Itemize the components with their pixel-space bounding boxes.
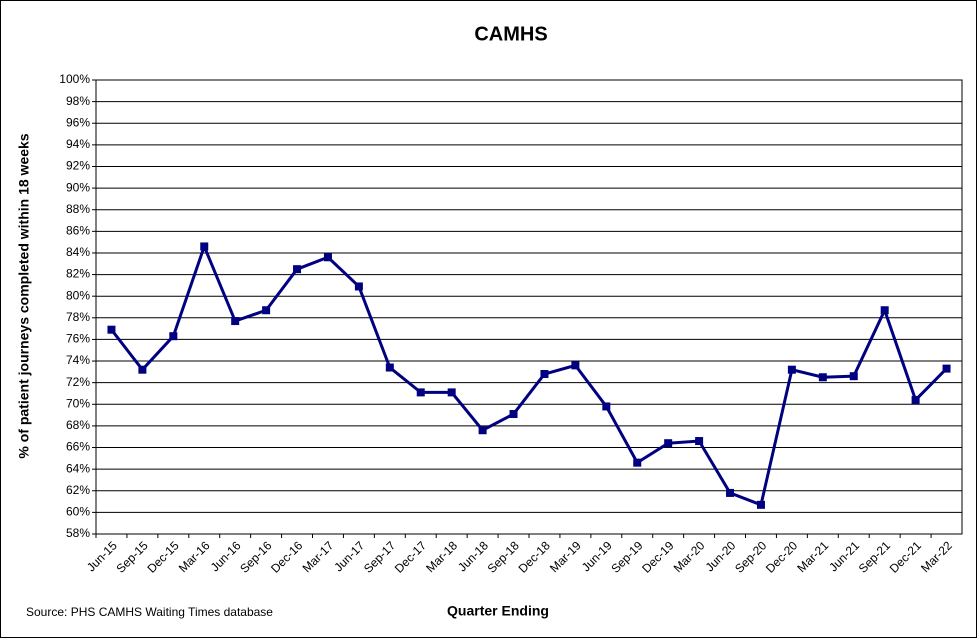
data-point bbox=[293, 265, 302, 274]
y-axis-title: % of patient journeys completed within 1… bbox=[16, 133, 32, 458]
y-tick-label: 70% bbox=[66, 396, 90, 410]
data-point bbox=[880, 306, 889, 315]
data-point bbox=[447, 388, 456, 397]
y-tick-label: 74% bbox=[66, 353, 90, 367]
data-point bbox=[787, 365, 796, 374]
data-point bbox=[726, 488, 735, 497]
y-tick-label: 62% bbox=[66, 483, 90, 497]
data-point bbox=[509, 410, 518, 419]
y-tick-label: 82% bbox=[66, 267, 90, 281]
data-point bbox=[169, 332, 178, 341]
y-tick-label: 72% bbox=[66, 375, 90, 389]
data-point bbox=[107, 325, 116, 334]
data-point bbox=[942, 364, 951, 373]
data-point bbox=[633, 458, 642, 467]
data-point bbox=[416, 388, 425, 397]
y-tick-label: 86% bbox=[66, 224, 90, 238]
data-point bbox=[231, 317, 240, 326]
y-tick-label: 88% bbox=[66, 202, 90, 216]
y-tick-label: 68% bbox=[66, 418, 90, 432]
y-tick-label: 60% bbox=[66, 505, 90, 519]
y-tick-label: 80% bbox=[66, 288, 90, 302]
y-tick-label: 100% bbox=[59, 72, 90, 86]
y-tick-label: 66% bbox=[66, 440, 90, 454]
data-point bbox=[262, 306, 271, 315]
data-point bbox=[756, 500, 765, 509]
data-point bbox=[602, 402, 611, 411]
y-tick-label: 64% bbox=[66, 461, 90, 475]
x-axis-title: Quarter Ending bbox=[447, 603, 549, 619]
data-point bbox=[818, 373, 827, 382]
y-tick-label: 90% bbox=[66, 180, 90, 194]
y-tick-label: 92% bbox=[66, 159, 90, 173]
data-point bbox=[849, 372, 858, 381]
y-tick-label: 84% bbox=[66, 245, 90, 259]
series-line bbox=[110, 242, 948, 507]
data-point bbox=[323, 253, 332, 262]
data-point bbox=[354, 282, 363, 291]
data-point bbox=[571, 361, 580, 370]
data-point bbox=[385, 363, 394, 372]
data-point bbox=[478, 426, 487, 435]
data-point bbox=[695, 437, 704, 446]
data-point bbox=[911, 395, 920, 404]
data-point bbox=[200, 242, 209, 251]
source-note: Source: PHS CAMHS Waiting Times database bbox=[26, 605, 273, 619]
data-point bbox=[540, 370, 549, 379]
y-tick-label: 94% bbox=[66, 137, 90, 151]
y-tick-label: 98% bbox=[66, 94, 90, 108]
y-tick-label: 58% bbox=[66, 526, 90, 540]
data-point bbox=[138, 365, 147, 374]
data-point bbox=[664, 439, 673, 448]
y-tick-label: 78% bbox=[66, 310, 90, 324]
y-tick-label: 96% bbox=[66, 115, 90, 129]
y-tick-label: 76% bbox=[66, 332, 90, 346]
chart-title: CAMHS bbox=[474, 23, 547, 45]
